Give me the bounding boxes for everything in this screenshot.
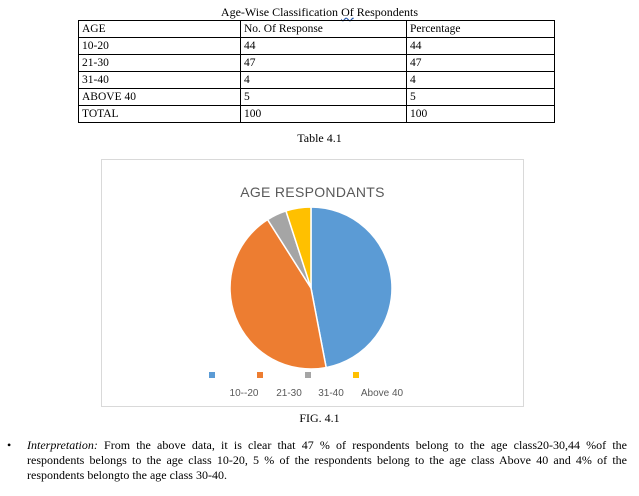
pie-slice-21-30 xyxy=(229,218,328,370)
table-cell: 21-30 xyxy=(78,54,241,72)
pie-slice-10-20 xyxy=(310,206,393,369)
interpretation-paragraph: Interpretation: From the above data, it … xyxy=(27,438,627,483)
chart-title: AGE RESPONDANTS xyxy=(240,184,385,200)
table-cell: 10-20 xyxy=(78,37,241,55)
table-cell: 100 xyxy=(240,105,407,123)
figure-caption: FIG. 4.1 xyxy=(299,411,340,425)
table-row: 31-40 4 4 xyxy=(78,71,555,89)
table-row: 21-30 47 47 xyxy=(78,54,555,72)
legend-label: 10--20 xyxy=(230,388,259,399)
table-cell: 100 xyxy=(406,105,555,123)
table-cell: ABOVE 40 xyxy=(78,88,241,106)
legend-label: 31-40 xyxy=(318,388,344,399)
table-cell: 47 xyxy=(406,54,555,72)
pie-chart: 10--20 21-30 31-40 Above 40 xyxy=(209,206,404,399)
table-cell: 5 xyxy=(406,88,555,106)
pie-chart-container: AGE RESPONDANTS 10--20 21-30 31-40 Above 40 xyxy=(101,159,524,407)
legend-label: Above 40 xyxy=(361,388,404,399)
legend-marker xyxy=(257,372,263,378)
table-row: TOTAL 100 100 xyxy=(78,105,555,123)
table-cell: 4 xyxy=(240,71,407,89)
table-cell: 31-40 xyxy=(78,71,241,89)
table-header-row: AGE No. Of Response Percentage xyxy=(78,20,555,38)
header-cell: AGE xyxy=(78,20,241,38)
bullet-icon: • xyxy=(7,438,12,452)
table-caption: Table 4.1 xyxy=(297,131,342,145)
age-table: AGE No. Of Response Percentage 10-20 44 … xyxy=(78,20,555,123)
table-cell: 44 xyxy=(240,37,407,55)
legend-marker xyxy=(353,372,359,378)
header-cell: No. Of Response xyxy=(240,20,407,38)
legend-label: 21-30 xyxy=(276,388,302,399)
table-title-text-end: Respondents xyxy=(353,5,419,19)
table-cell: 44 xyxy=(406,37,555,55)
interpretation-text: From the above data, it is clear that 47… xyxy=(27,438,627,482)
interpretation-label: Interpretation: xyxy=(27,438,98,452)
table-title-text: Age-Wise Classification xyxy=(220,5,342,19)
legend-marker xyxy=(209,372,215,378)
table-cell: 4 xyxy=(406,71,555,89)
table-row: 10-20 44 44 xyxy=(78,37,555,55)
table-cell: TOTAL xyxy=(78,105,241,123)
table-cell: 47 xyxy=(240,54,407,72)
table-cell: 5 xyxy=(240,88,407,106)
legend-marker xyxy=(305,372,311,378)
pie-slice-above-40 xyxy=(285,206,312,289)
table-title-underlined-word: Of xyxy=(341,5,354,19)
header-cell: Percentage xyxy=(406,20,555,38)
table-title: Age-Wise Classification Of Respondents xyxy=(0,5,639,20)
table-row: ABOVE 40 5 5 xyxy=(78,88,555,106)
